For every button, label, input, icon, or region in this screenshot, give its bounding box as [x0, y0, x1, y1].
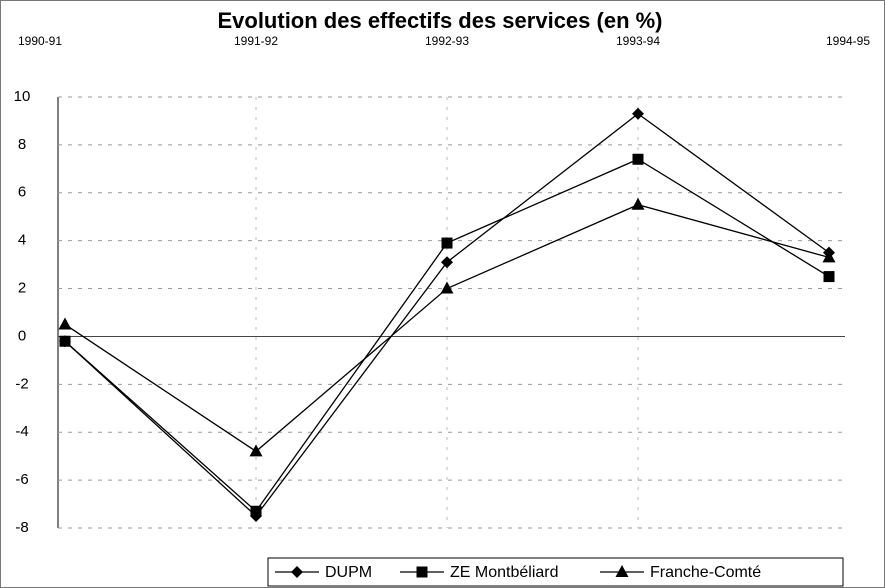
x-tick-label: 1990-91 [18, 34, 62, 48]
y-tick-label: 6 [18, 184, 26, 201]
y-tick-label: -6 [15, 471, 28, 488]
x-tick-label: 1991-92 [234, 34, 278, 48]
legend-label: Franche-Comté [650, 564, 761, 581]
legend-marker [615, 565, 629, 577]
y-tick-label: -8 [15, 519, 28, 536]
point [440, 281, 454, 294]
y-tick-label: 4 [18, 232, 26, 249]
y-tick-label: -2 [15, 375, 28, 392]
legend-marker [291, 566, 303, 578]
point [632, 153, 644, 165]
point [632, 107, 644, 120]
legend-marker [416, 566, 428, 578]
point [441, 237, 453, 249]
x-tick-label: 1993-94 [616, 34, 660, 48]
x-tick-label: 1992-93 [425, 34, 469, 48]
point [631, 197, 645, 210]
x-tick-label: 1994-95 [826, 34, 870, 48]
point [59, 335, 71, 347]
legend-label: DUPM [325, 564, 372, 581]
legend-box [267, 557, 844, 587]
chart-title: Evolution des effectifs des services (en… [217, 8, 662, 33]
y-tick-label: 0 [18, 327, 26, 344]
y-tick-label: -4 [15, 423, 28, 440]
point [58, 317, 72, 330]
legend-label: ZE Montbéliard [450, 564, 559, 581]
point [822, 250, 836, 263]
point [249, 444, 263, 457]
point [250, 505, 262, 517]
point [823, 271, 835, 283]
y-tick-label: 2 [18, 280, 26, 297]
y-tick-label: 8 [18, 136, 26, 153]
y-tick-label: 10 [14, 88, 31, 105]
point [441, 256, 453, 269]
